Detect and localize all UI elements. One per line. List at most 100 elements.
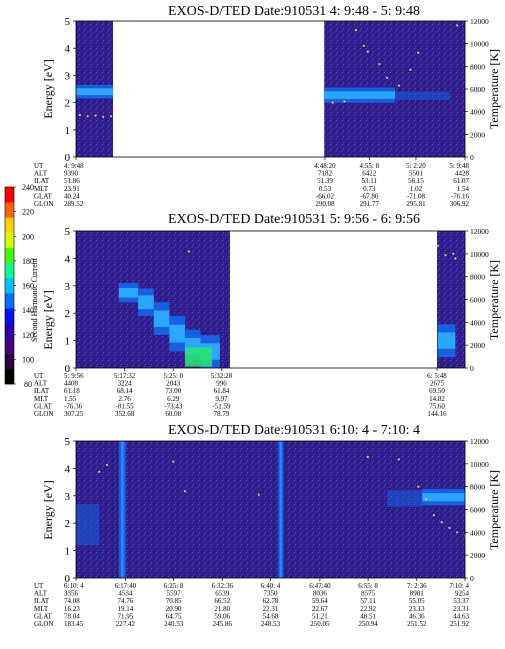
temperature-tick-label: 4000	[470, 318, 485, 327]
table-cell: -81.55	[116, 402, 135, 410]
energy-tick-label: 5	[65, 226, 71, 238]
temperature-point	[397, 458, 400, 461]
table-cell: 71.95	[118, 612, 134, 620]
temperature-point	[187, 250, 190, 253]
panel-3-plot-area: 0 1 2 3 4 5 0 2000 4000 6000 8000 10000 12000	[65, 436, 490, 585]
colorbar-label: Second Harmonic Current	[30, 257, 39, 342]
table-row-label: GLON	[34, 620, 53, 628]
table-cell: 22.92	[360, 605, 376, 613]
energy-tick-label: 5	[65, 16, 71, 28]
table-cell: 1.55	[64, 395, 77, 403]
table-cell: 59.06	[214, 612, 230, 620]
table-cell: 4408	[64, 380, 79, 388]
temperature-point	[440, 521, 443, 524]
temperature-point	[183, 490, 186, 493]
temperature-tick-label: 12000	[470, 227, 489, 236]
table-cell: 73.00	[165, 387, 181, 395]
intensity-peak	[184, 347, 213, 367]
intensity-stripe-core	[120, 441, 124, 578]
temperature-point	[417, 51, 420, 54]
table-row-label: ILAT	[34, 177, 50, 185]
panel-3: EXOS-D/TED Date:910531 6:10: 4 - 7:10: 4…	[34, 423, 501, 628]
table-cell: 4534	[118, 590, 133, 598]
intensity-band-faint	[76, 504, 100, 546]
temperature-point	[417, 485, 420, 488]
table-cell: 23.91	[64, 185, 80, 193]
temperature-tick-label: 0	[470, 574, 474, 583]
table-cell: 1.02	[410, 185, 423, 193]
table-cell: 8575	[361, 590, 376, 598]
time-tick-label: 4: 9:48	[64, 162, 84, 170]
panel-1-ylabel: Energy [eV]	[41, 59, 55, 118]
temperature-point	[444, 253, 447, 257]
panel-1-ylabel2: Temperature [K]	[487, 49, 501, 129]
temperature-point	[257, 493, 260, 496]
table-cell: 6539	[215, 590, 230, 598]
colorbar-swatch	[5, 323, 14, 339]
table-cell: 245.86	[213, 620, 233, 628]
table-cell: 0.73	[363, 185, 376, 193]
table-cell: 61.07	[453, 177, 469, 185]
table-cell: 307.25	[64, 410, 84, 418]
table-row-label: ALT	[34, 380, 48, 388]
intensity-band-core	[422, 493, 465, 502]
table-cell: 5501	[409, 170, 424, 178]
table-cell: 40.24	[64, 192, 80, 200]
time-tick-label: 7: 2:36	[407, 582, 427, 590]
data-interval	[76, 441, 465, 578]
time-tick-label: 4:55: 8	[359, 162, 379, 170]
colorbar-swatch	[5, 217, 14, 233]
table-cell: 5597	[167, 590, 182, 598]
table-cell: 9254	[455, 590, 470, 598]
table-cell: 53.11	[362, 177, 378, 185]
table-cell: 46.36	[409, 612, 425, 620]
table-cell: 0.53	[319, 185, 332, 193]
time-tick-label: 6:32:36	[212, 582, 234, 590]
table-cell: 23.31	[453, 605, 469, 613]
table-cell: 289.52	[64, 200, 84, 208]
table-row-label: UT	[34, 162, 44, 170]
intensity-band-core	[437, 332, 456, 349]
intensity-band-core	[76, 88, 113, 96]
table-row-label: GLAT	[34, 402, 53, 410]
temperature-tick-label: 8000	[470, 273, 485, 282]
table-cell: 996	[216, 380, 227, 388]
table-cell: 53.37	[453, 597, 469, 605]
table-cell: 55.05	[409, 597, 425, 605]
table-cell: 61.84	[214, 387, 230, 395]
temperature-tick-label: 0	[470, 153, 474, 162]
table-cell: 56.15	[408, 177, 424, 185]
table-row-label: GLAT	[34, 192, 53, 200]
table-cell: 57.11	[360, 597, 376, 605]
temperature-point	[98, 470, 101, 473]
energy-tick-label: 4	[65, 463, 71, 475]
temperature-tick-label: 2000	[470, 551, 485, 560]
table-cell: 74.08	[64, 597, 80, 605]
time-tick-label: 5: 9:56	[64, 372, 84, 380]
colorbar-tick-label: 120	[22, 331, 34, 340]
table-cell: 78.04	[64, 612, 80, 620]
table-cell: 68.14	[117, 387, 133, 395]
intensity-band-core	[153, 310, 170, 327]
table-cell: 48.51	[360, 612, 376, 620]
temperature-tick-label: 0	[470, 364, 474, 373]
panel-3-ylabel: Energy [eV]	[41, 480, 55, 539]
temperature-point	[366, 455, 369, 459]
table-cell: 66.52	[214, 597, 230, 605]
colorbar-swatch	[5, 262, 14, 279]
time-tick-label: 5: 9:48	[449, 162, 469, 170]
table-cell: 250.94	[358, 620, 378, 628]
time-tick-label: 5:17:32	[114, 372, 136, 380]
panel-3-ylabel2: Temperature [K]	[487, 470, 501, 550]
panel-1-title: EXOS-D/TED Date:910531 4: 9:48 - 5: 9:48	[168, 4, 420, 19]
table-row-label: ILAT	[34, 597, 50, 605]
energy-tick-label: 3	[65, 281, 71, 293]
table-cell: 9.97	[215, 395, 228, 403]
table-cell: 21.80	[214, 605, 230, 613]
temperature-point	[425, 498, 428, 501]
temperature-point	[331, 101, 334, 104]
temperature-tick-label: 6000	[470, 296, 485, 305]
panel-3-title: EXOS-D/TED Date:910531 6:10: 4 - 7:10: 4	[168, 423, 420, 438]
